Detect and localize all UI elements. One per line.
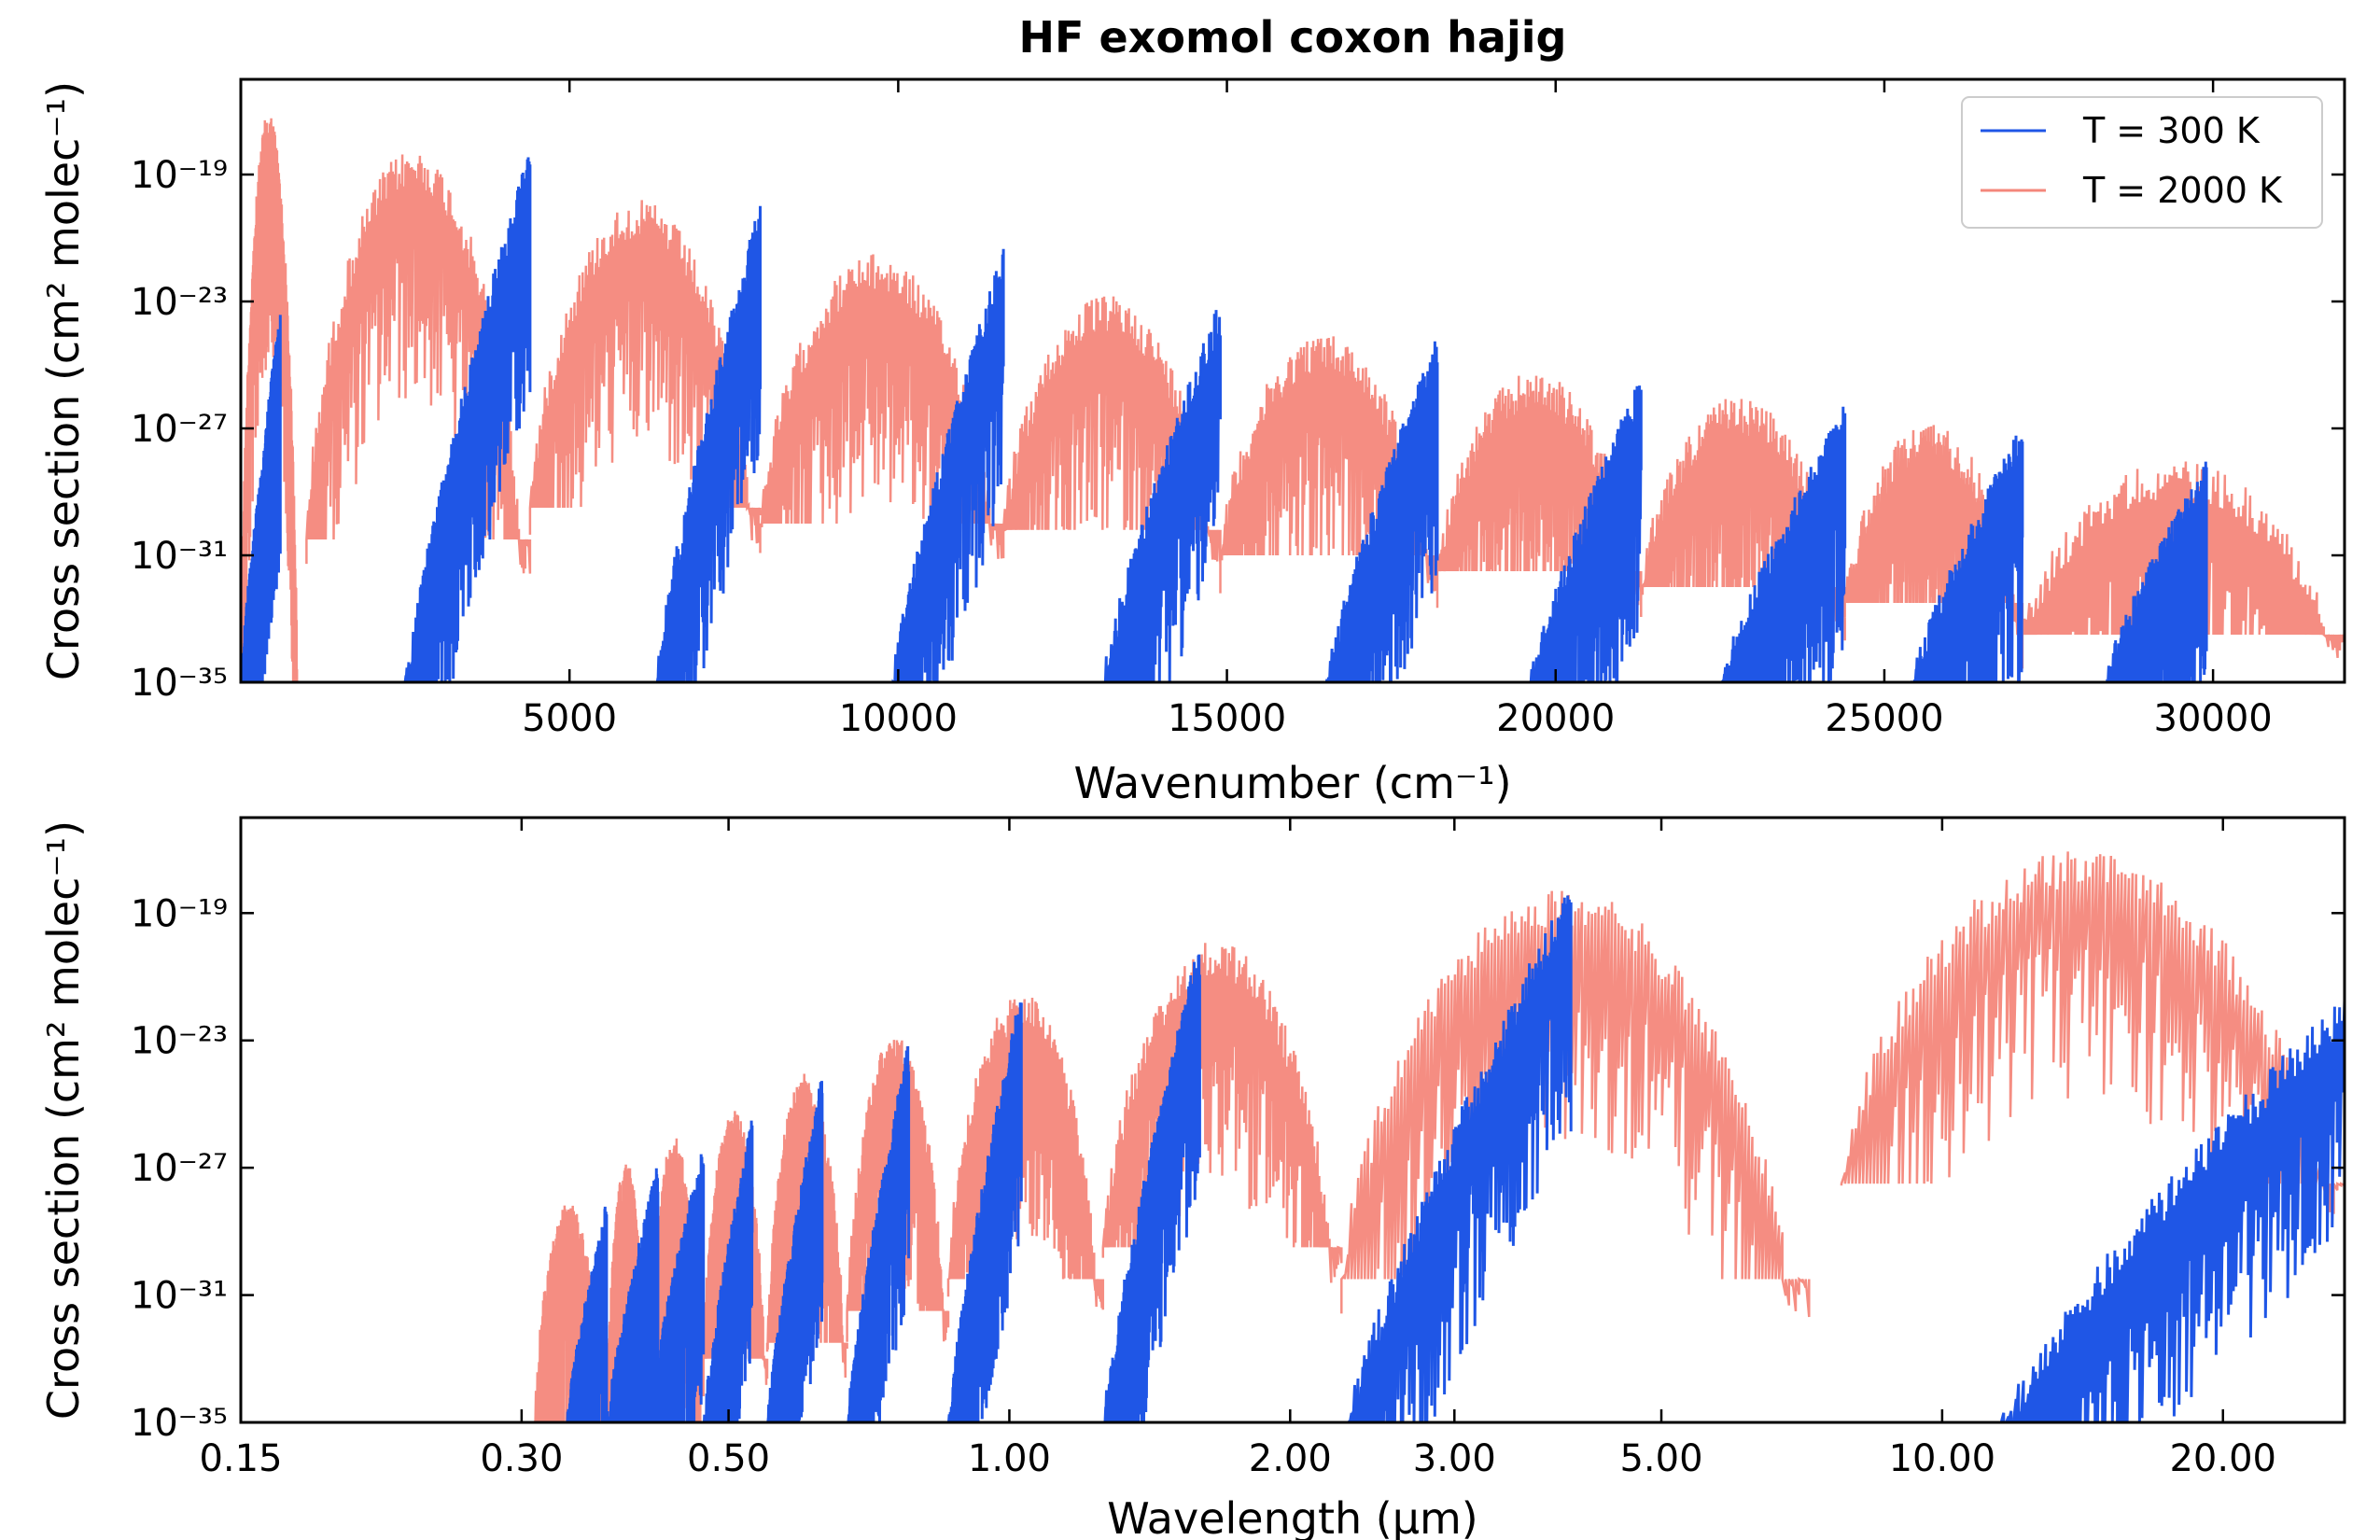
bottom-x-axis-label: Wavelength (μm) (1107, 1493, 1477, 1540)
legend-label-300k: T = 300 K (2082, 110, 2261, 151)
bottom-x-tick-label: 20.00 (2169, 1437, 2276, 1480)
top-y-tick-label: 10⁻³⁵ (131, 662, 228, 705)
bottom-y-tick-label: 10⁻²⁷ (131, 1147, 228, 1190)
top-x-axis-label: Wavenumber (cm⁻¹) (1073, 758, 1511, 808)
top-x-tick-label: 15000 (1168, 697, 1286, 740)
bottom-y-tick-label: 10⁻³⁵ (131, 1402, 228, 1445)
top-y-tick-label: 10⁻¹⁹ (131, 154, 228, 197)
top-series-layer (241, 118, 2345, 682)
top-y-axis-label: Cross section (cm² molec⁻¹) (38, 81, 89, 680)
top-x-tick-label: 5000 (522, 697, 617, 740)
bottom-series-300k-line (565, 895, 2345, 1422)
bottom-plot-frame (239, 816, 2346, 1424)
bottom-x-tick-label: 10.00 (1889, 1437, 1996, 1480)
bottom-panel-wavelength: 10⁻¹⁹ 10⁻²³ 10⁻²⁷ 10⁻³¹ 10⁻³⁵0.15 0.30 0.50 1.0… (38, 816, 2346, 1540)
bottom-y-axis-label: Cross section (cm² molec⁻¹) (38, 820, 89, 1420)
bottom-y-tick-label: 10⁻³¹ (131, 1275, 228, 1318)
bottom-x-tick-label: 0.15 (199, 1437, 282, 1480)
top-y-tick-label: 10⁻²³ (131, 281, 228, 324)
top-y-tick-label: 10⁻²⁷ (131, 408, 228, 451)
chart-title: HF exomol coxon hajig (1019, 12, 1567, 63)
top-series-2000k-line (241, 118, 2345, 682)
top-axes: 10⁻¹⁹ 10⁻²³ 10⁻²⁷ 10⁻³¹ 10⁻³⁵ 5000 10000 15000 2… (131, 79, 2345, 740)
legend-label-2000k: T = 2000 K (2082, 170, 2283, 211)
bottom-y-tick-label: 10⁻¹⁹ (131, 892, 228, 935)
bottom-x-tick-label: 1.00 (968, 1437, 1051, 1480)
top-x-tick-label: 10000 (839, 697, 958, 740)
top-x-tick-label: 30000 (2154, 697, 2273, 740)
bottom-x-tick-label: 3.00 (1413, 1437, 1496, 1480)
bottom-y-tick-label: 10⁻²³ (131, 1020, 228, 1063)
bottom-x-tick-label: 5.00 (1619, 1437, 1702, 1480)
legend: T = 300 K T = 2000 K (1961, 96, 2323, 229)
top-plot-frame (239, 77, 2346, 684)
top-y-tick-label: 10⁻³¹ (131, 535, 228, 578)
top-x-tick-label: 25000 (1825, 697, 1943, 740)
bottom-x-tick-label: 0.50 (687, 1437, 770, 1480)
bottom-x-tick-label: 2.00 (1249, 1437, 1332, 1480)
legend-box (1961, 96, 2323, 229)
top-panel-wavenumber: 10⁻¹⁹ 10⁻²³ 10⁻²⁷ 10⁻³¹ 10⁻³⁵ 5000 10000 15000 2… (38, 77, 2346, 808)
bottom-axes: 10⁻¹⁹ 10⁻²³ 10⁻²⁷ 10⁻³¹ 10⁻³⁵0.15 0.30 0.50 1.0… (131, 818, 2345, 1480)
top-x-tick-label: 20000 (1496, 697, 1615, 740)
top-series-300k-line (241, 157, 2208, 682)
bottom-x-tick-label: 0.30 (480, 1437, 563, 1480)
bottom-series-layer (533, 851, 2345, 1422)
